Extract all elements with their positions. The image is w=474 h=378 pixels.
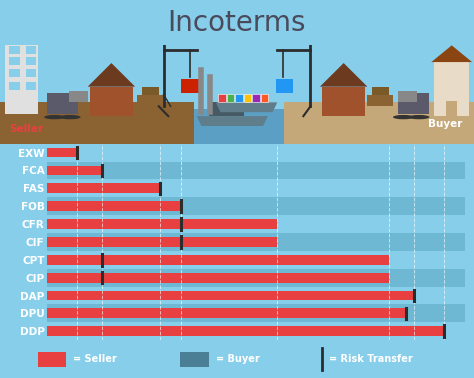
- FancyBboxPatch shape: [367, 94, 393, 106]
- Bar: [47, 219, 277, 229]
- Text: Buyer: Buyer: [428, 119, 462, 129]
- Bar: [47, 326, 444, 336]
- Circle shape: [393, 115, 414, 119]
- FancyBboxPatch shape: [398, 93, 429, 114]
- FancyBboxPatch shape: [284, 102, 474, 144]
- Bar: [47, 233, 465, 251]
- FancyBboxPatch shape: [142, 87, 159, 94]
- FancyBboxPatch shape: [0, 102, 194, 144]
- Bar: [47, 269, 465, 287]
- Bar: [47, 322, 465, 340]
- FancyBboxPatch shape: [322, 87, 365, 116]
- Bar: [47, 251, 465, 269]
- Bar: [47, 255, 390, 265]
- FancyBboxPatch shape: [69, 91, 88, 102]
- FancyBboxPatch shape: [26, 69, 36, 77]
- Polygon shape: [197, 116, 268, 126]
- Text: Seller: Seller: [9, 124, 44, 134]
- Bar: [47, 180, 465, 197]
- Polygon shape: [88, 63, 135, 87]
- Bar: [47, 273, 390, 283]
- FancyBboxPatch shape: [398, 91, 417, 102]
- FancyBboxPatch shape: [261, 93, 268, 102]
- Bar: [47, 166, 101, 175]
- Circle shape: [60, 115, 81, 119]
- FancyBboxPatch shape: [47, 93, 78, 114]
- FancyBboxPatch shape: [276, 79, 293, 93]
- FancyBboxPatch shape: [235, 93, 243, 102]
- Bar: [47, 291, 414, 301]
- FancyBboxPatch shape: [194, 109, 284, 144]
- Text: = Buyer: = Buyer: [216, 354, 259, 364]
- Bar: [47, 215, 465, 233]
- Polygon shape: [216, 102, 277, 112]
- FancyBboxPatch shape: [5, 45, 38, 114]
- FancyBboxPatch shape: [26, 46, 36, 54]
- FancyBboxPatch shape: [209, 102, 244, 116]
- Bar: [47, 308, 406, 318]
- Bar: [47, 304, 465, 322]
- Bar: [47, 287, 465, 304]
- Text: Incoterms: Incoterms: [168, 9, 306, 37]
- Bar: [47, 144, 465, 161]
- Bar: [47, 197, 465, 215]
- Circle shape: [44, 115, 65, 119]
- FancyBboxPatch shape: [9, 57, 20, 65]
- FancyBboxPatch shape: [434, 62, 469, 116]
- Bar: [47, 201, 181, 211]
- FancyBboxPatch shape: [38, 352, 66, 367]
- FancyBboxPatch shape: [227, 93, 234, 102]
- Bar: [47, 183, 160, 193]
- FancyBboxPatch shape: [9, 69, 20, 77]
- FancyBboxPatch shape: [372, 87, 389, 94]
- FancyBboxPatch shape: [26, 57, 36, 65]
- Text: = Seller: = Seller: [73, 354, 117, 364]
- FancyBboxPatch shape: [244, 93, 251, 102]
- FancyBboxPatch shape: [137, 94, 164, 106]
- FancyBboxPatch shape: [26, 82, 36, 90]
- FancyBboxPatch shape: [9, 46, 20, 54]
- FancyBboxPatch shape: [9, 82, 20, 90]
- FancyBboxPatch shape: [90, 87, 133, 116]
- FancyBboxPatch shape: [0, 45, 474, 144]
- Bar: [47, 237, 277, 247]
- Bar: [47, 161, 465, 180]
- FancyBboxPatch shape: [218, 93, 226, 102]
- Text: = Risk Transfer: = Risk Transfer: [329, 354, 413, 364]
- Circle shape: [409, 115, 429, 119]
- FancyBboxPatch shape: [446, 101, 457, 116]
- FancyBboxPatch shape: [252, 93, 260, 102]
- FancyBboxPatch shape: [181, 79, 199, 93]
- Bar: [47, 148, 77, 158]
- FancyBboxPatch shape: [180, 352, 209, 367]
- Polygon shape: [320, 63, 367, 87]
- Polygon shape: [431, 45, 472, 62]
